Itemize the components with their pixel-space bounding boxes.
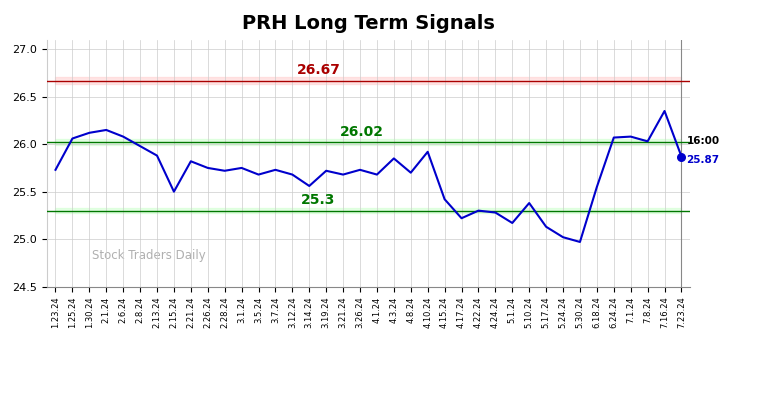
Text: 25.3: 25.3 <box>301 193 336 207</box>
Text: 25.87: 25.87 <box>687 155 720 165</box>
Point <box>675 153 688 160</box>
Text: 16:00: 16:00 <box>687 136 720 146</box>
Text: Stock Traders Daily: Stock Traders Daily <box>92 249 205 262</box>
Title: PRH Long Term Signals: PRH Long Term Signals <box>242 14 495 33</box>
Text: 26.02: 26.02 <box>340 125 384 139</box>
Text: 26.67: 26.67 <box>296 63 340 77</box>
